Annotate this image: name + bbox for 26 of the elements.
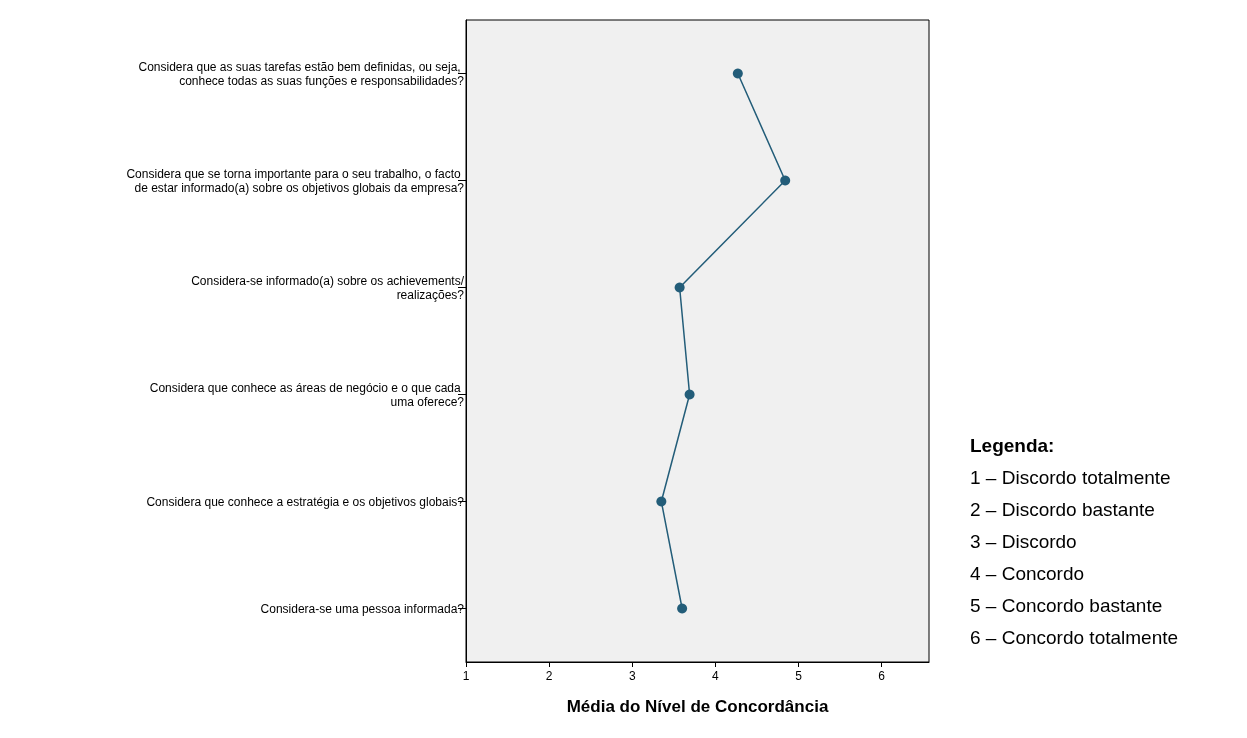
text: 5 – Concordo bastante bbox=[970, 595, 1163, 616]
y-tick-label: Considera-se uma pessoa informada? bbox=[260, 601, 465, 616]
x-tick-label: 4 bbox=[712, 669, 720, 683]
x-tick-label: 5 bbox=[795, 669, 803, 683]
x-tick-label: 6 bbox=[878, 669, 886, 683]
y-tick-label: Considera que as suas tarefas estão bem definidas, ou seja, conhece todas as suas funções e responsabilidades? bbox=[138, 59, 465, 88]
point bbox=[677, 603, 688, 614]
y-tick-label: Considera que conhece as áreas de negócio e o que cada uma oferece? bbox=[149, 380, 465, 409]
text: 6 – Concordo totalmente bbox=[970, 627, 1179, 648]
point bbox=[684, 389, 695, 400]
text: 3 – Discordo bbox=[970, 531, 1077, 552]
y-tick-label: Considera que se torna importante para o seu trabalho, o facto de estar informado(a) sobre os objetivos globais da empresa? bbox=[126, 166, 465, 195]
y-tick-label: Considera-se informado(a) sobre os achievements/realizações? bbox=[191, 273, 465, 302]
x-tick-label: 3 bbox=[628, 669, 636, 683]
point bbox=[732, 68, 743, 79]
point bbox=[656, 496, 667, 507]
point bbox=[780, 175, 791, 186]
text: Legenda: bbox=[970, 435, 1055, 456]
x-tick-label: 2 bbox=[545, 669, 553, 683]
point bbox=[674, 282, 685, 293]
text: 1 – Discordo totalmente bbox=[970, 467, 1171, 488]
text: 2 – Discordo bastante bbox=[970, 499, 1155, 520]
x-tick-label: 1 bbox=[462, 669, 470, 683]
x-axis-title: Média do Nível de Concordância bbox=[566, 697, 829, 716]
text: 4 – Concordo bbox=[970, 563, 1085, 584]
y-tick-label: Considera que conhece a estratégia e os objetivos globais? bbox=[146, 494, 465, 509]
